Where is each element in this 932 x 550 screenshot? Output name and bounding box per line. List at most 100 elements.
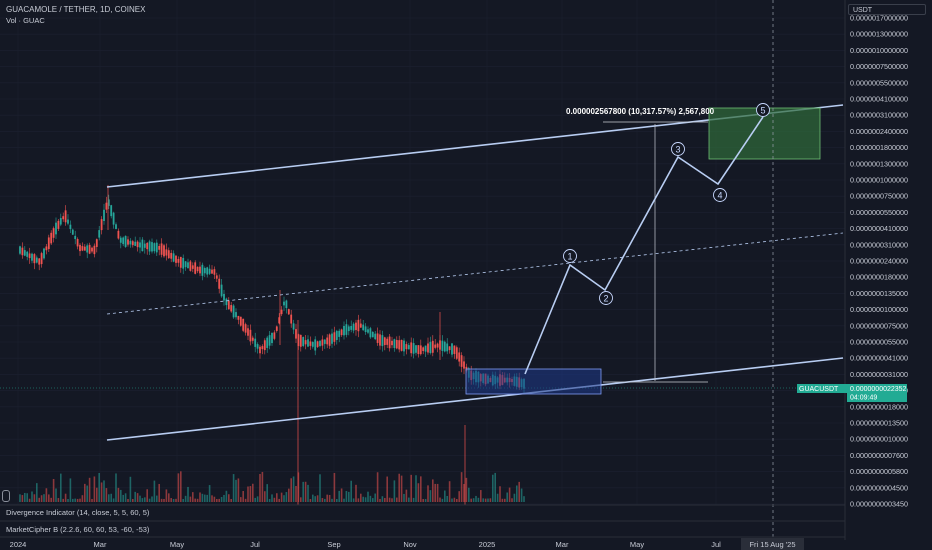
candle — [86, 243, 89, 259]
price-label: 0.0000000100000 — [850, 305, 908, 314]
volume-bar — [88, 477, 91, 502]
wave-label-4[interactable]: 4 — [713, 188, 727, 202]
volume-bar — [427, 485, 429, 502]
volume-bar — [225, 490, 228, 502]
candle — [23, 246, 26, 257]
candle — [323, 339, 326, 349]
volume-bar — [460, 472, 463, 502]
volume-bar — [93, 476, 96, 502]
price-axis[interactable] — [845, 0, 932, 550]
price-label: 0.0000000018000 — [850, 402, 908, 411]
candle — [412, 338, 415, 359]
symbol-title[interactable]: GUACAMOLE / TETHER, 1D, COINEX — [6, 5, 146, 14]
candle — [268, 331, 271, 350]
volume-bar — [333, 472, 336, 502]
volume-legend[interactable]: Vol · GUAC — [6, 16, 45, 25]
currency-button[interactable]: USDT — [848, 4, 926, 15]
channel-lower-line[interactable] — [106, 357, 844, 441]
volume-bar — [432, 479, 434, 502]
candle — [230, 301, 233, 313]
volume-bar — [475, 495, 477, 502]
price-label: 0.0000007500000 — [850, 62, 908, 71]
candle — [146, 242, 149, 255]
volume-bar — [144, 497, 146, 502]
volume-bar — [165, 489, 168, 502]
volume-bar — [84, 483, 86, 502]
candle — [434, 338, 437, 350]
volume-bar — [492, 474, 494, 502]
volume-bar — [110, 493, 112, 502]
candle — [117, 228, 120, 240]
elliott-wave-path[interactable] — [524, 116, 764, 375]
accumulation-zone-box[interactable] — [465, 368, 602, 395]
candle — [136, 240, 139, 252]
svg-text:2: 2 — [603, 294, 608, 304]
volume-bar — [501, 498, 504, 502]
divergence-indicator-legend[interactable]: Divergence Indicator (14, close, 5, 5, 6… — [6, 508, 150, 517]
candle — [352, 322, 355, 334]
price-label: 0.0000000310000 — [850, 240, 908, 249]
candle — [124, 235, 127, 248]
volume-bar — [268, 498, 271, 502]
volume-bar — [312, 494, 314, 502]
candle — [76, 237, 79, 250]
price-label: 0.0000000135000 — [850, 289, 908, 298]
price-label: 0.0000017000000 — [850, 14, 908, 23]
pane-settings-icon[interactable] — [2, 490, 10, 502]
candle — [345, 319, 348, 338]
volume-bar — [72, 498, 74, 502]
volume-bar — [52, 478, 55, 502]
wave-label-5[interactable]: 5 — [756, 103, 770, 117]
volume-bar — [523, 496, 525, 502]
candle — [371, 331, 374, 338]
svg-text:5: 5 — [760, 106, 765, 116]
volume-bar — [67, 498, 69, 502]
candle — [160, 238, 163, 258]
channel-midline[interactable] — [106, 232, 844, 315]
candle — [367, 326, 369, 335]
volume-bar — [206, 494, 208, 502]
volume-bar — [484, 498, 487, 502]
candle — [170, 249, 173, 263]
volume-bar — [57, 498, 60, 502]
candle — [451, 343, 453, 358]
candle — [47, 234, 50, 252]
svg-text:3: 3 — [675, 145, 680, 155]
volume-bar — [338, 490, 340, 502]
price-label: 0.0000000180000 — [850, 273, 908, 282]
volume-bar — [439, 497, 441, 502]
candle — [19, 245, 21, 256]
candle — [79, 243, 81, 256]
candle — [311, 341, 314, 349]
marketcipher-legend[interactable]: MarketCipher B (2.2.6, 60, 60, 53, -60, … — [6, 525, 150, 534]
candle — [280, 306, 283, 317]
volume-bar — [453, 497, 456, 502]
candle — [369, 326, 372, 339]
candle — [407, 342, 410, 350]
volume-bar — [175, 498, 177, 502]
candle — [376, 327, 379, 346]
volume-bar — [345, 490, 348, 502]
volume-bar — [264, 491, 266, 502]
candle — [139, 237, 141, 254]
wave-label-3[interactable]: 3 — [671, 142, 685, 156]
price-axis-labels: 0.0000017000000 0.0000013000000 0.00000100… — [850, 14, 908, 509]
candle — [223, 289, 225, 306]
price-label: 0.0000000003450 — [850, 500, 908, 509]
volume-bar — [120, 489, 122, 502]
volume-bar — [156, 495, 158, 502]
time-label: Mar — [94, 540, 107, 549]
wave-label-1[interactable]: 1 — [563, 249, 577, 263]
candle — [189, 260, 192, 272]
volume-bar — [153, 480, 156, 502]
volume-bar — [230, 498, 232, 502]
wave-label-2[interactable]: 2 — [599, 291, 613, 305]
volume-bar — [112, 498, 115, 502]
candle — [429, 336, 432, 355]
candle — [167, 247, 170, 260]
candle — [350, 320, 353, 333]
volume-bar — [103, 480, 105, 502]
volume-bar — [249, 486, 252, 502]
candle — [259, 344, 261, 359]
